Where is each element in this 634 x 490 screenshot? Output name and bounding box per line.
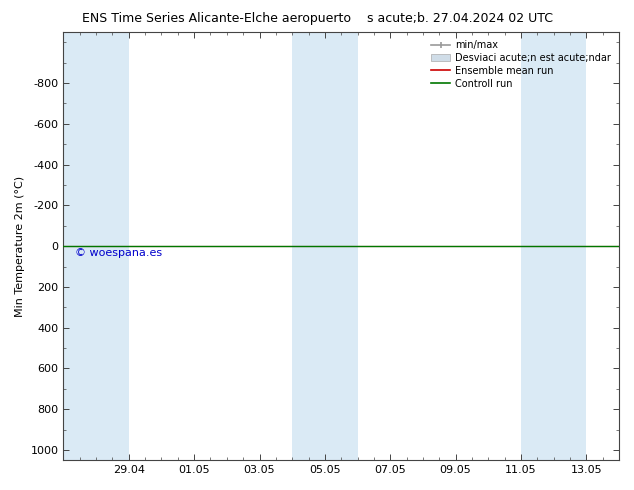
Bar xyxy=(63,32,96,460)
Bar xyxy=(325,32,358,460)
Text: ENS Time Series Alicante-Elche aeropuerto    s acute;b. 27.04.2024 02 UTC: ENS Time Series Alicante-Elche aeropuert… xyxy=(82,12,552,25)
Bar xyxy=(553,32,586,460)
Bar xyxy=(292,32,325,460)
Bar xyxy=(521,32,553,460)
Legend: min/max, Desviaci acute;n est acute;ndar, Ensemble mean run, Controll run: min/max, Desviaci acute;n est acute;ndar… xyxy=(428,37,614,92)
Y-axis label: Min Temperature 2m (°C): Min Temperature 2m (°C) xyxy=(15,175,25,317)
Text: © woespana.es: © woespana.es xyxy=(75,248,162,258)
Bar xyxy=(96,32,129,460)
